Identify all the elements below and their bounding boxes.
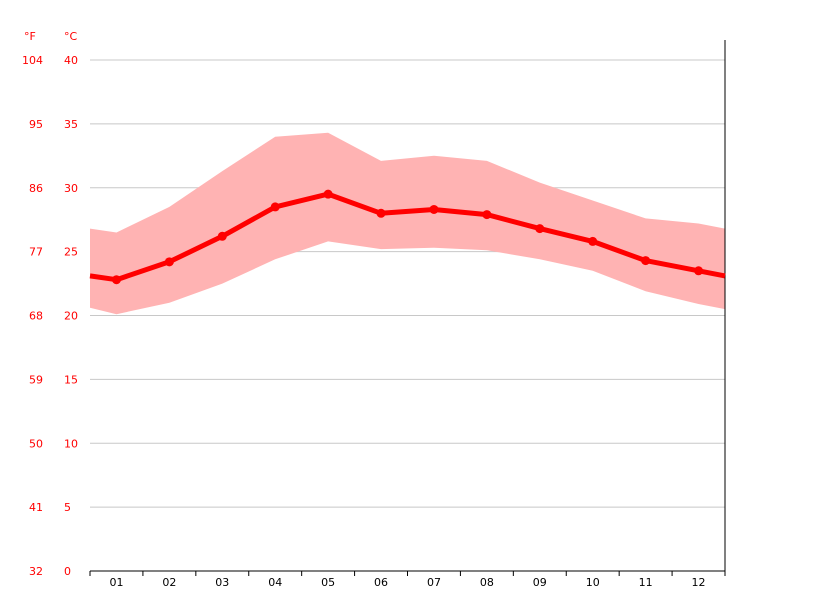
x-tick-label: 05: [321, 576, 335, 589]
data-point: [482, 210, 492, 220]
y-tick-label-f: 68: [29, 310, 43, 323]
data-point: [429, 204, 439, 214]
data-point: [376, 208, 386, 218]
x-tick-label: 08: [480, 576, 494, 589]
line-layer: [89, 189, 726, 285]
x-tick-label: 07: [427, 576, 441, 589]
x-tick-label: 09: [533, 576, 547, 589]
y-tick-label-c: 20: [64, 310, 78, 323]
data-point: [217, 231, 227, 241]
x-tick-label: 12: [692, 576, 706, 589]
x-tick-label: 10: [586, 576, 600, 589]
y-tick-label-c: 0: [64, 565, 71, 578]
y-tick-label-f: 104: [22, 54, 43, 67]
label-layer: °F °C 32 0 41 5 50 10 59 15 68 20 77 25 86 30 95 35 104 4…: [22, 30, 706, 589]
y-tick-label-c: 25: [64, 246, 78, 259]
y-tick-label-c: 40: [64, 54, 78, 67]
y-tick-label-f: 59: [29, 373, 43, 386]
axis-layer: [89, 40, 726, 576]
x-tick-label: 02: [162, 576, 176, 589]
series-line: [89, 191, 726, 283]
y-tick-label-f: 32: [29, 565, 43, 578]
fahrenheit-unit-label: °F: [24, 30, 36, 43]
x-tick-label: 03: [215, 576, 229, 589]
y-tick-label-f: 50: [29, 437, 43, 450]
temperature-range-band: [90, 132, 725, 315]
y-tick-label-c: 15: [64, 373, 78, 386]
data-point: [588, 236, 598, 246]
data-point: [164, 257, 174, 267]
data-point: [323, 189, 333, 199]
data-point: [111, 275, 121, 285]
x-tick-label: 04: [268, 576, 282, 589]
y-tick-label-f: 41: [29, 501, 43, 514]
data-point: [535, 224, 545, 234]
x-tick-label: 06: [374, 576, 388, 589]
y-tick-label-f: 77: [29, 246, 43, 259]
y-tick-label-c: 35: [64, 118, 78, 131]
y-tick-label-c: 5: [64, 501, 71, 514]
x-tick-label: 11: [639, 576, 653, 589]
x-tick-label: 01: [109, 576, 123, 589]
data-point: [641, 256, 651, 266]
y-tick-label-c: 10: [64, 437, 78, 450]
y-tick-label-f: 95: [29, 118, 43, 131]
celsius-unit-label: °C: [64, 30, 78, 43]
band-layer: [90, 132, 725, 315]
data-point: [694, 266, 704, 276]
data-point: [270, 202, 280, 212]
y-tick-label-c: 30: [64, 182, 78, 195]
y-tick-label-f: 86: [29, 182, 43, 195]
